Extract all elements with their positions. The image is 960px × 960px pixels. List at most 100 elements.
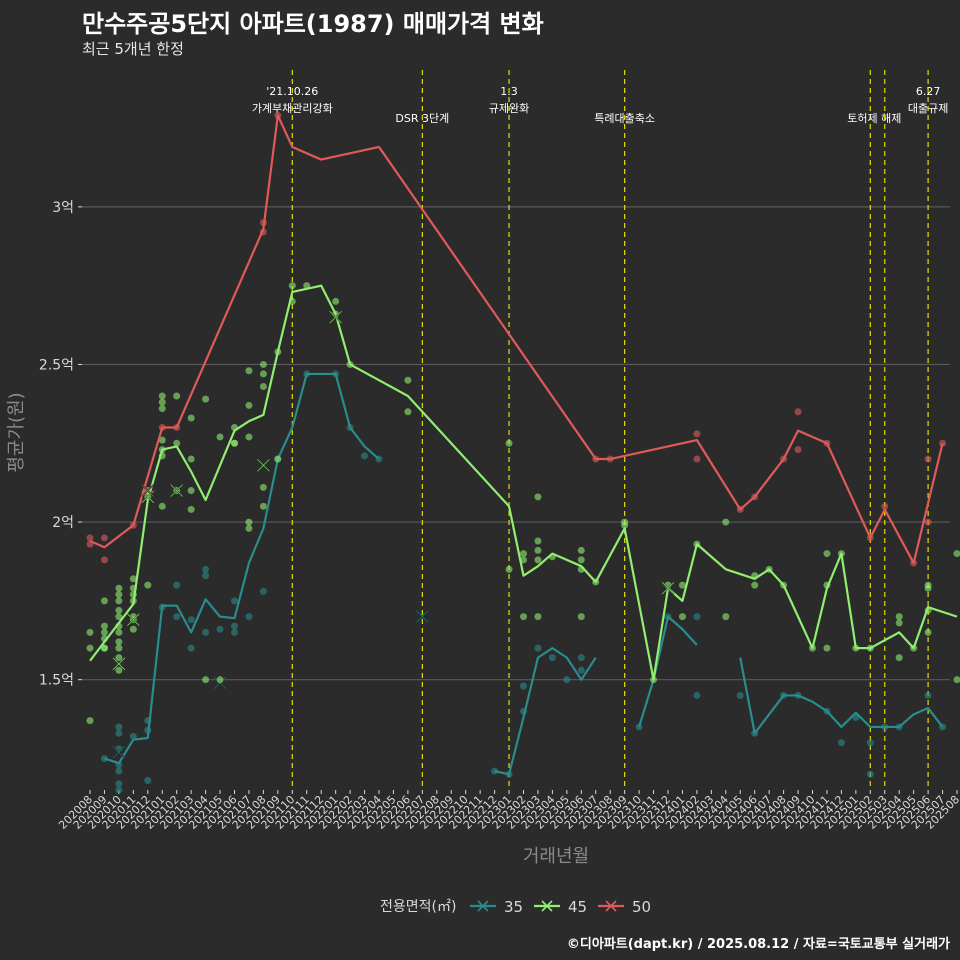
- data-point: [86, 644, 94, 652]
- data-point: [202, 676, 210, 684]
- data-point: [86, 717, 94, 725]
- data-point: [245, 401, 253, 409]
- data-point: [563, 676, 571, 684]
- data-point: [505, 565, 513, 573]
- data-point: [534, 644, 542, 652]
- data-point: [953, 676, 960, 684]
- data-point: [231, 439, 238, 447]
- data-point: [621, 518, 629, 526]
- data-point: [216, 676, 224, 684]
- data-point: [115, 591, 123, 599]
- data-point: [187, 644, 195, 652]
- series-line: [494, 647, 597, 776]
- legend-item-35: 35: [470, 898, 523, 916]
- data-point: [274, 455, 282, 463]
- data-point: [115, 723, 123, 731]
- data-point: [505, 439, 513, 447]
- data-point: [259, 383, 267, 391]
- data-point: [129, 575, 137, 583]
- data-point: [953, 550, 960, 558]
- data-point: [115, 597, 123, 605]
- data-point: [216, 433, 224, 441]
- cross-marker-outline: [170, 484, 184, 497]
- data-point: [245, 524, 253, 532]
- data-point: [548, 654, 556, 662]
- event-label: 1.3: [500, 85, 518, 98]
- data-point: [924, 691, 932, 699]
- series-50: [86, 111, 947, 567]
- data-point: [100, 556, 108, 564]
- data-point: [245, 518, 253, 526]
- data-point: [534, 613, 542, 621]
- data-point: [534, 546, 542, 554]
- legend-label: 35: [504, 898, 523, 916]
- series-line: [739, 657, 944, 735]
- data-point: [202, 572, 210, 580]
- data-point: [534, 537, 542, 545]
- data-point: [924, 518, 932, 526]
- y-tick-label: 1.5억: [39, 673, 74, 689]
- event-label: 토허제 해제: [847, 111, 901, 125]
- data-point: [866, 739, 874, 747]
- data-point: [404, 408, 412, 416]
- data-point: [231, 628, 238, 636]
- data-point: [895, 619, 903, 627]
- data-point: [866, 770, 874, 778]
- series-line: [89, 284, 958, 681]
- legend-swatch-cross: [477, 900, 489, 912]
- data-point: [202, 395, 210, 403]
- cross-marker-outline: [661, 581, 675, 595]
- event-label: 6.27: [916, 85, 941, 98]
- data-point: [115, 644, 123, 652]
- series-35: [100, 370, 947, 794]
- data-point: [144, 777, 152, 785]
- data-point: [100, 534, 108, 542]
- data-point: [115, 584, 123, 592]
- data-point: [245, 433, 253, 441]
- data-point: [577, 556, 585, 564]
- data-point: [895, 654, 903, 662]
- data-point: [173, 439, 181, 447]
- data-point: [736, 691, 744, 699]
- data-point: [216, 625, 224, 633]
- data-point: [288, 282, 296, 290]
- legend-swatch-cross: [541, 900, 553, 912]
- data-point: [173, 581, 181, 589]
- data-point: [158, 405, 166, 413]
- data-point: [678, 581, 686, 589]
- data-point: [332, 297, 340, 305]
- cross-marker-outline: [141, 484, 155, 497]
- data-point: [187, 455, 195, 463]
- data-point: [231, 622, 238, 630]
- data-point: [404, 376, 412, 384]
- data-point: [794, 408, 802, 416]
- event-label: 특례대출축소: [594, 112, 655, 125]
- data-point: [577, 654, 585, 662]
- data-point: [895, 613, 903, 621]
- data-point: [158, 502, 166, 510]
- data-point: [577, 546, 585, 554]
- series-line: [638, 615, 698, 728]
- data-point: [520, 550, 527, 558]
- data-point: [100, 628, 108, 636]
- data-point: [202, 628, 210, 636]
- legend-label: 50: [632, 898, 651, 916]
- data-point: [115, 606, 123, 614]
- legend-swatch-cross: [605, 900, 617, 912]
- data-point: [678, 613, 686, 621]
- data-point: [158, 436, 166, 444]
- event-label: 가계부채관리강화: [252, 102, 333, 115]
- data-point: [115, 613, 123, 621]
- data-point: [881, 502, 889, 510]
- data-point: [129, 732, 137, 740]
- data-point: [693, 613, 701, 621]
- data-point: [693, 430, 701, 438]
- cross-marker-outline: [257, 458, 270, 472]
- data-point: [722, 518, 730, 526]
- data-point: [794, 446, 802, 454]
- data-point: [924, 455, 932, 463]
- data-point: [259, 360, 267, 368]
- data-point: [837, 739, 845, 747]
- cross-marker-outline: [112, 745, 126, 759]
- chart-subtitle: 최근 5개년 한정: [82, 40, 184, 58]
